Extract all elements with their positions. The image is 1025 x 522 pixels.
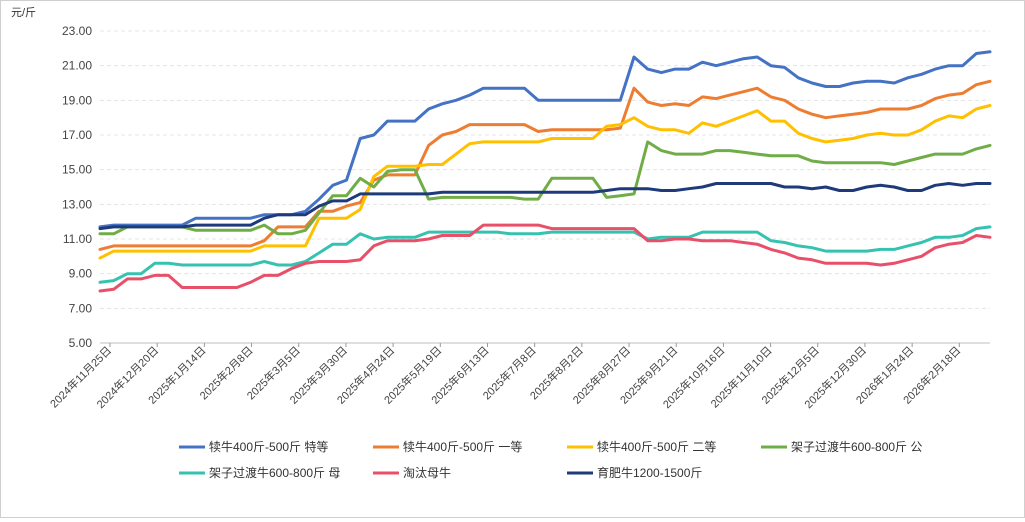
legend-label: 犊牛400斤-500斤 特等 [209, 439, 328, 454]
y-tick-label: 15.00 [62, 163, 92, 177]
legend-label: 淘汰母牛 [403, 465, 451, 480]
y-axis-title: 元/斤 [11, 6, 36, 19]
series-line-7 [98, 182, 992, 231]
series-line-2 [98, 79, 992, 251]
y-tick-label: 21.00 [62, 59, 92, 73]
y-axis-tick-labels: 5.00 7.00 9.00 11.00 13.00 15.00 17.00 19.00 21.… [62, 24, 92, 350]
y-tick-label: 19.00 [62, 93, 92, 107]
legend-label: 育肥牛1200-1500斤 [597, 465, 702, 480]
legend-label: 犊牛400斤-500斤 二等 [597, 439, 716, 454]
y-tick-label: 13.00 [62, 197, 92, 211]
series-line-5 [98, 225, 992, 284]
y-tick-label: 17.00 [62, 128, 92, 142]
legend-label: 架子过渡牛600-800斤 公 [791, 439, 922, 454]
legend-label: 架子过渡牛600-800斤 母 [209, 465, 340, 480]
legend: 犊牛400斤-500斤 特等 犊牛400斤-500斤 一等 犊牛400斤-500斤 … [179, 439, 922, 480]
y-tick-label: 7.00 [69, 301, 93, 315]
y-tick-label: 11.00 [63, 232, 92, 246]
series-lines [98, 50, 992, 293]
y-tick-label: 5.00 [69, 336, 93, 350]
series-line-4 [98, 140, 992, 236]
y-tick-label: 9.00 [69, 267, 93, 281]
y-tick-label: 23.00 [62, 24, 92, 38]
series-line-3 [98, 104, 992, 260]
x-axis: 2024年11月25日2024年12月20日2025年1月14日2025年2月8… [47, 343, 963, 411]
series-line-6 [98, 223, 992, 293]
legend-label: 犊牛400斤-500斤 一等 [403, 439, 522, 454]
series-line-1 [98, 50, 992, 229]
